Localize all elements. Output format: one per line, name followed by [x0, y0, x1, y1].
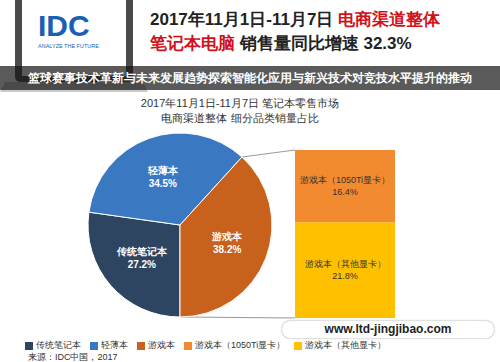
- html-text:传统笔记本: 传统笔记本: [36, 340, 81, 350]
- html-text:电商渠道整体 细分品类销量占比: 电商渠道整体 细分品类销量占比: [161, 112, 319, 124]
- html-text:游戏本: 游戏本: [148, 340, 175, 350]
- svg-text:IDC: IDC: [38, 9, 90, 42]
- html-text:来源：IDC中国，2017: 来源：IDC中国，2017: [28, 352, 118, 362]
- html-text:游戏本（1050Ti显卡）: 游戏本（1050Ti显卡）: [195, 340, 286, 350]
- html-text:笔记本电脑销售量同比增速 32.3%: 笔记本电脑销售量同比增速 32.3%: [150, 34, 412, 53]
- svg-text:游戏本（1050Ti显卡）16.4%: 游戏本（1050Ti显卡）16.4%: [300, 175, 390, 197]
- html-text:www.ltd-jingjibao.com: www.ltd-jingjibao.com: [324, 322, 452, 336]
- html-text:2017年11月1日-11月7日电商渠道整体: 2017年11月1日-11月7日电商渠道整体: [150, 10, 441, 29]
- html-text:游戏本（其他显卡）: 游戏本（其他显卡）: [305, 340, 387, 350]
- html-text:篮球赛事技术革新与未来发展趋势探索智能化应用与新兴技术对竞技: 篮球赛事技术革新与未来发展趋势探索智能化应用与新兴技术对竞技水平提升的推动: [28, 71, 472, 85]
- svg-text:传统笔记本27.2%: 传统笔记本27.2%: [116, 246, 168, 270]
- svg-text:轻薄本34.5%: 轻薄本34.5%: [147, 165, 179, 189]
- svg-text:游戏本（其他显卡）21.8%: 游戏本（其他显卡）21.8%: [305, 259, 386, 281]
- svg-text:ANALYZE THE FUTURE: ANALYZE THE FUTURE: [38, 43, 99, 49]
- svg-text:游戏本38.2%: 游戏本38.2%: [211, 231, 243, 255]
- html-text:2017年11月1日-11月7日 笔记本零售市场: 2017年11月1日-11月7日 笔记本零售市场: [140, 97, 340, 109]
- html-text:轻薄本: 轻薄本: [101, 340, 128, 350]
